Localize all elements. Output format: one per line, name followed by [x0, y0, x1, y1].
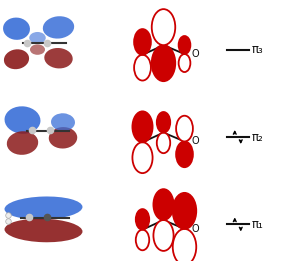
Ellipse shape: [51, 113, 75, 131]
Text: π₁: π₁: [252, 218, 264, 231]
Ellipse shape: [178, 36, 190, 54]
Ellipse shape: [3, 17, 30, 40]
Ellipse shape: [4, 219, 82, 242]
Ellipse shape: [4, 197, 82, 220]
Ellipse shape: [173, 229, 196, 261]
Ellipse shape: [132, 142, 153, 173]
Ellipse shape: [178, 54, 190, 72]
Ellipse shape: [30, 44, 45, 55]
Ellipse shape: [134, 29, 151, 55]
Text: O: O: [191, 49, 199, 59]
Ellipse shape: [153, 220, 174, 251]
Ellipse shape: [132, 111, 153, 142]
Text: O: O: [191, 137, 199, 146]
Ellipse shape: [29, 32, 46, 44]
Ellipse shape: [157, 112, 170, 133]
Ellipse shape: [44, 48, 73, 68]
Ellipse shape: [7, 131, 38, 155]
Ellipse shape: [136, 230, 149, 250]
Ellipse shape: [136, 209, 149, 230]
Ellipse shape: [4, 106, 40, 134]
Ellipse shape: [49, 127, 77, 149]
Ellipse shape: [43, 16, 74, 39]
Ellipse shape: [173, 193, 196, 229]
Ellipse shape: [176, 141, 193, 167]
Ellipse shape: [4, 49, 29, 69]
Text: π₃: π₃: [252, 43, 264, 56]
Ellipse shape: [152, 45, 175, 81]
Ellipse shape: [152, 9, 175, 45]
Ellipse shape: [153, 189, 174, 220]
Text: O: O: [191, 224, 199, 234]
Ellipse shape: [157, 133, 170, 153]
Ellipse shape: [134, 55, 151, 81]
Ellipse shape: [176, 116, 193, 141]
Text: π₂: π₂: [252, 130, 264, 144]
